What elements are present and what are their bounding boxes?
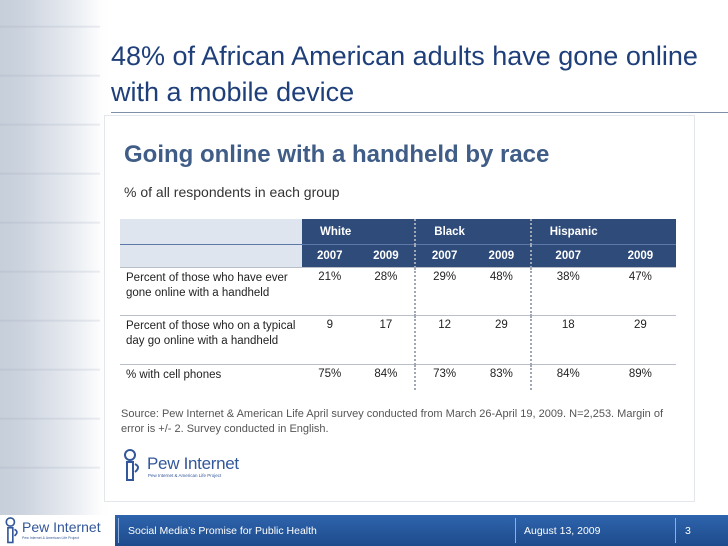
cell: 21% — [302, 267, 358, 316]
footer-bar: Pew Internet Pew Internet & American Lif… — [0, 515, 728, 546]
race-table: White Black Hispanic 2007 2009 2007 2009… — [120, 219, 676, 390]
row-label: Percent of those who have ever gone onli… — [120, 267, 302, 316]
cell: 29 — [604, 315, 676, 365]
footer-tagline: Pew Internet & American Life Project — [22, 536, 79, 540]
cell: 28% — [357, 267, 417, 316]
page-number: 3 — [685, 525, 691, 537]
cell: 9 — [302, 315, 358, 365]
cell: 38% — [530, 267, 605, 316]
cell: 84% — [530, 364, 605, 390]
year-cell: 2009 — [604, 244, 676, 268]
table-row: % with cell phones 75% 84% 73% 83% 84% 8… — [120, 364, 676, 390]
title-divider — [111, 112, 728, 113]
footer-divider — [118, 518, 119, 543]
cell: 47% — [604, 267, 676, 316]
pew-wordmark: Pew Internet — [147, 454, 239, 473]
cell: 17 — [357, 315, 417, 365]
cell: 89% — [604, 364, 676, 390]
header-blank — [120, 219, 302, 245]
footer-logo: Pew Internet Pew Internet & American Lif… — [0, 515, 115, 546]
group-white: White — [302, 219, 417, 245]
footer-wordmark: Pew Internet — [22, 519, 101, 535]
cell: 18 — [530, 315, 605, 365]
cell: 29 — [472, 315, 532, 365]
cell: 73% — [415, 364, 473, 390]
year-cell: 2009 — [472, 244, 532, 268]
year-blank — [120, 244, 302, 268]
year-cell: 2007 — [302, 244, 358, 268]
group-black: Black — [415, 219, 532, 245]
year-cell: 2007 — [530, 244, 605, 268]
row-label: Percent of those who on a typical day go… — [120, 315, 302, 365]
year-header-row: 2007 2009 2007 2009 2007 2009 — [120, 244, 676, 268]
chart-panel: Going online with a handheld by race % o… — [104, 115, 695, 502]
chart-subtitle: % of all respondents in each group — [124, 184, 340, 200]
pew-tagline: Pew Internet & American Life Project — [148, 473, 222, 478]
row-label: % with cell phones — [120, 364, 302, 390]
pew-logo-icon — [5, 517, 18, 544]
cell: 83% — [472, 364, 532, 390]
footer-divider — [515, 518, 516, 543]
cell: 29% — [415, 267, 473, 316]
cell: 84% — [357, 364, 417, 390]
slide-title: 48% of African American adults have gone… — [111, 41, 698, 107]
pew-logo: Pew Internet Pew Internet & American Lif… — [121, 449, 251, 483]
source-note: Source: Pew Internet & American Life Apr… — [121, 408, 664, 435]
year-cell: 2007 — [415, 244, 473, 268]
cell: 12 — [415, 315, 473, 365]
chart-title: Going online with a handheld by race — [124, 141, 550, 168]
footer-divider — [675, 518, 676, 543]
year-cell: 2009 — [357, 244, 417, 268]
group-header-row: White Black Hispanic — [120, 219, 676, 245]
pew-logo-icon — [124, 449, 139, 481]
cell: 48% — [472, 267, 532, 316]
keyboard-background — [0, 0, 100, 515]
footer-title: Social Media’s Promise for Public Health — [128, 525, 317, 537]
footer-date: August 13, 2009 — [524, 525, 601, 537]
group-hispanic: Hispanic — [530, 219, 676, 245]
table-row: Percent of those who have ever gone onli… — [120, 267, 676, 316]
cell: 75% — [302, 364, 358, 390]
table-row: Percent of those who on a typical day go… — [120, 315, 676, 365]
